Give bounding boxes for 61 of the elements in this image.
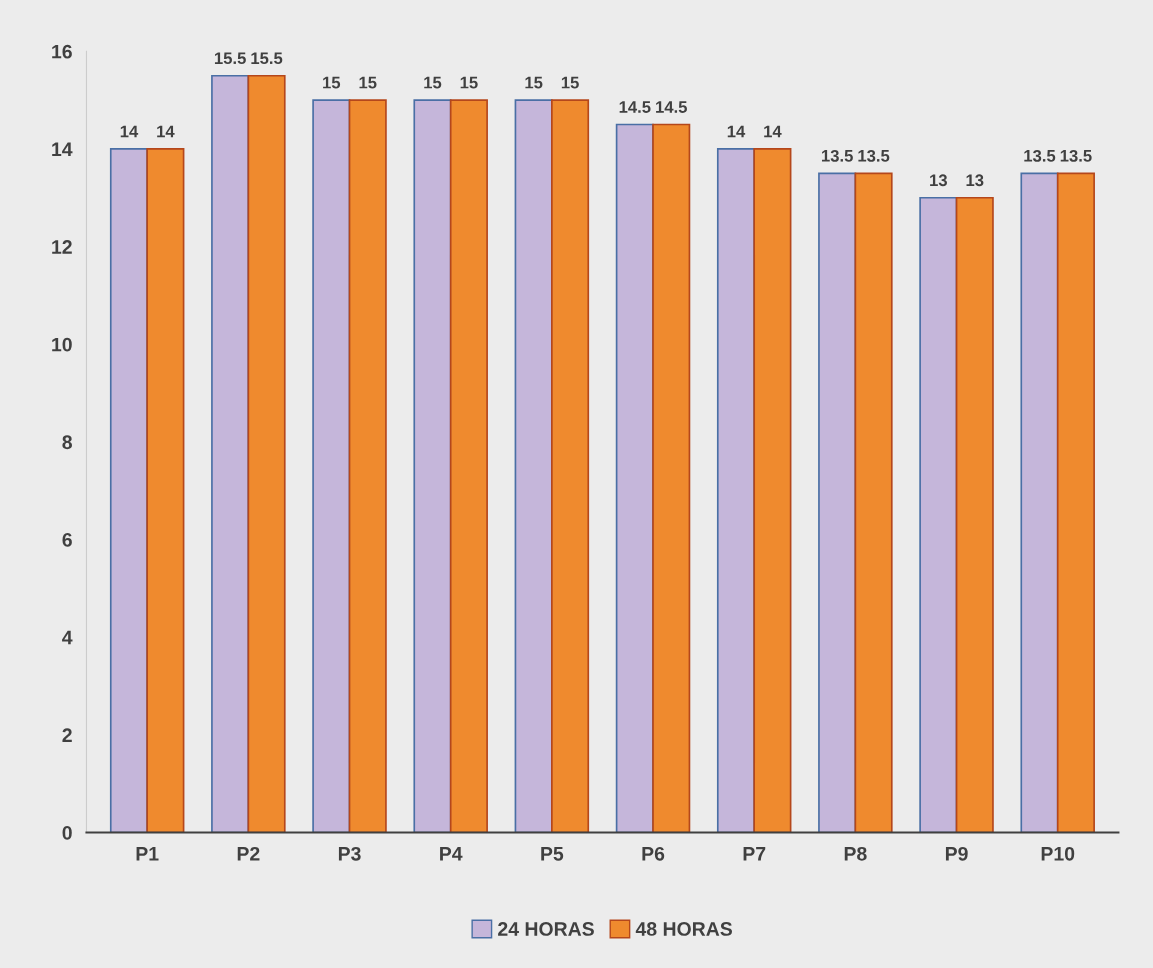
bar <box>1020 172 1059 833</box>
x-tick-label: P3 <box>338 846 361 861</box>
data-label: 14.5 <box>619 101 651 113</box>
y-tick-label: 4 <box>62 630 73 645</box>
bar <box>652 123 691 833</box>
bar <box>449 99 488 833</box>
data-label: 15 <box>359 76 377 89</box>
data-label: 13.5 <box>821 149 853 162</box>
data-label: 14 <box>727 125 746 138</box>
legend-label: 24 HORAS <box>498 922 594 936</box>
y-tick-label: 14 <box>52 142 73 156</box>
bar <box>247 74 286 833</box>
y-tick-label: 2 <box>62 728 72 742</box>
data-label: 14.5 <box>656 101 687 113</box>
y-tick-label: 12 <box>52 240 72 254</box>
data-label: 15 <box>561 76 579 89</box>
y-tick-label: 10 <box>52 337 72 352</box>
bar <box>312 99 351 833</box>
bar <box>818 172 857 833</box>
bar <box>854 172 893 833</box>
x-tick-label: P1 <box>136 847 159 861</box>
y-tick-label: 6 <box>62 533 72 547</box>
bar <box>919 196 958 833</box>
bar <box>1056 172 1095 833</box>
data-label: 14 <box>764 125 782 138</box>
data-label: 15 <box>460 76 478 89</box>
data-label: 13.5 <box>1024 149 1056 162</box>
y-tick-label: 0 <box>62 825 72 840</box>
data-label: 13.5 <box>858 149 890 162</box>
x-tick-label: P5 <box>541 847 564 861</box>
data-label: 15.5 <box>251 52 283 65</box>
bar <box>955 196 994 833</box>
bar <box>514 99 553 833</box>
data-label: 14 <box>157 125 175 138</box>
x-tick-label: P7 <box>743 847 766 861</box>
y-tick-label: 16 <box>52 44 72 59</box>
y-tick-label: 8 <box>62 435 72 450</box>
x-tick-label: P2 <box>237 846 260 861</box>
bar <box>615 123 654 833</box>
data-label: 14 <box>120 125 139 138</box>
x-tick-label: P6 <box>642 846 665 861</box>
data-label: 15 <box>424 76 442 89</box>
legend-label: 48 HORAS <box>635 922 732 936</box>
bar <box>551 99 590 833</box>
x-tick-label: P9 <box>945 846 968 861</box>
bar <box>211 74 250 833</box>
bar <box>753 148 792 833</box>
data-label: 15 <box>323 76 341 89</box>
bar <box>348 99 387 833</box>
bar <box>716 148 756 833</box>
data-label: 15 <box>525 76 543 89</box>
data-label: 13 <box>966 174 984 187</box>
bar <box>146 148 185 833</box>
bar <box>109 148 149 833</box>
data-label: 15.5 <box>214 52 246 65</box>
bar <box>413 99 452 833</box>
x-tick-label: P10 <box>1041 846 1075 861</box>
x-tick-label: P4 <box>440 847 463 861</box>
data-label: 13.5 <box>1060 149 1092 162</box>
data-label: 13 <box>930 174 947 187</box>
x-tick-label: P8 <box>844 846 867 861</box>
